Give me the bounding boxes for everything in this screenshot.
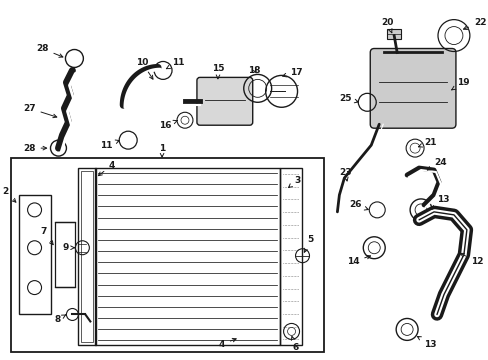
Bar: [55, 222, 75, 287]
Bar: [19, 195, 50, 315]
Text: 13: 13: [431, 195, 448, 209]
Text: 2: 2: [2, 188, 16, 202]
Bar: [279, 168, 301, 345]
Text: 1: 1: [159, 144, 165, 157]
Text: 28: 28: [23, 144, 46, 153]
Text: 19: 19: [451, 78, 468, 90]
Text: 18: 18: [248, 66, 261, 75]
Text: 4: 4: [98, 161, 115, 176]
FancyBboxPatch shape: [197, 77, 252, 125]
Text: 24: 24: [427, 158, 446, 170]
Text: 14: 14: [346, 255, 370, 266]
Text: 27: 27: [23, 104, 57, 118]
Text: 10: 10: [136, 58, 153, 79]
Text: 26: 26: [348, 201, 367, 210]
Bar: [81, 171, 93, 342]
Text: 22: 22: [463, 18, 486, 30]
FancyBboxPatch shape: [369, 49, 455, 128]
Text: 15: 15: [211, 64, 224, 79]
Text: 6: 6: [291, 337, 298, 352]
Text: 4: 4: [218, 338, 236, 349]
Text: 28: 28: [36, 44, 63, 57]
Text: 8: 8: [54, 315, 66, 324]
Text: 25: 25: [338, 94, 358, 103]
Text: 20: 20: [381, 18, 393, 33]
Text: 11: 11: [166, 58, 184, 69]
Text: 3: 3: [288, 176, 300, 188]
Text: 13: 13: [417, 337, 436, 349]
Bar: [78, 168, 96, 345]
Text: 5: 5: [304, 235, 313, 252]
Text: 17: 17: [282, 68, 302, 77]
Text: 23: 23: [338, 167, 350, 181]
Text: 9: 9: [62, 243, 74, 252]
Bar: [386, 28, 400, 39]
Text: 16: 16: [159, 120, 177, 130]
Text: 7: 7: [40, 227, 53, 245]
Bar: [11, 158, 324, 352]
Text: 21: 21: [418, 138, 436, 147]
Text: 12: 12: [459, 253, 482, 266]
Bar: [95, 168, 279, 345]
Text: 11: 11: [100, 140, 119, 150]
